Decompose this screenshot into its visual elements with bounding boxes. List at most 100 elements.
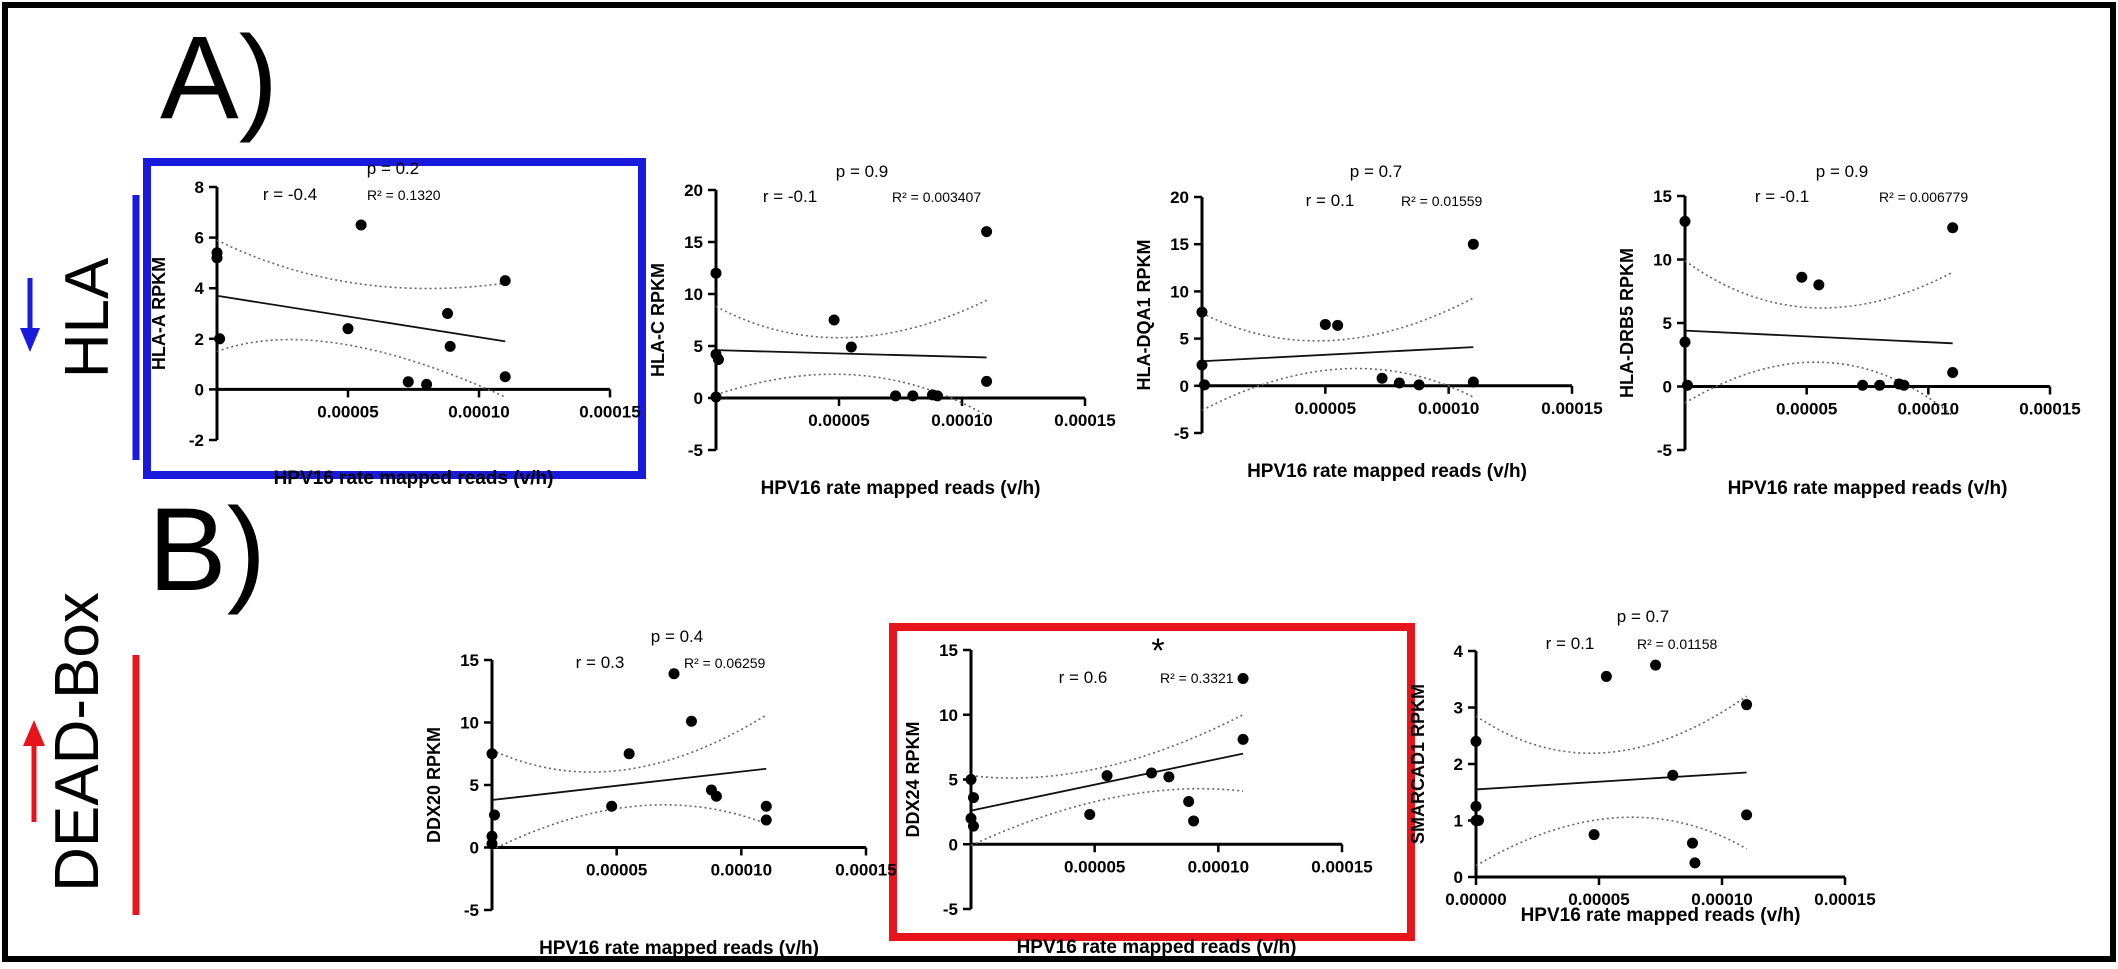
data-point: [1196, 359, 1208, 371]
data-point: [214, 333, 226, 345]
data-point: [1898, 379, 1910, 391]
data-point: [685, 715, 697, 727]
y-tick-label: 15: [684, 233, 703, 252]
data-point: [488, 809, 500, 821]
regression-line: [1201, 346, 1474, 363]
group-label-deadbox: DEAD-Box: [43, 592, 112, 892]
r-value-text: r = 0.6: [1059, 668, 1108, 687]
y-tick-label: 5: [694, 337, 703, 356]
data-point: [1188, 815, 1200, 827]
r-squared-text: R² = 0.01559: [1401, 193, 1483, 209]
y-tick-label: 2: [195, 330, 204, 349]
data-point: [623, 748, 635, 760]
data-point: [1947, 367, 1959, 379]
x-tick-label: 0.00010: [711, 861, 772, 880]
ci-upper-curve: [970, 714, 1244, 779]
data-point: [355, 219, 367, 231]
data-point: [1237, 672, 1249, 684]
x-tick-label: 0.00010: [931, 411, 992, 430]
arrow-up-icon: [23, 720, 45, 822]
y-tick-label: 10: [939, 706, 958, 725]
r-squared-text: R² = 0.06259: [684, 655, 766, 671]
data-point: [1600, 670, 1612, 682]
data-point: [1198, 379, 1210, 391]
ci-lower-curve: [1475, 816, 1747, 867]
data-point: [845, 341, 857, 353]
y-tick-label: 0: [949, 835, 958, 854]
y-tick-label: 1: [1454, 812, 1463, 831]
y-tick-label: 0: [195, 380, 204, 399]
data-point: [1467, 238, 1479, 250]
data-point: [1679, 336, 1691, 348]
x-axis-label: HPV16 rate mapped reads (v/h): [1017, 937, 1297, 958]
chart-smarcad1: 0 1 2 3 4 0.00000 0.00005 0.00010 0.00015 HPV16 r…: [1408, 607, 1876, 926]
data-point: [668, 668, 680, 680]
y-tick-label: 8: [195, 178, 204, 197]
chart-hla-drb5: -5 0 5 10 15 0.00005 0.00010 0.00015 HPV16 rate …: [1617, 162, 2081, 499]
p-value-text: p = 0.9: [836, 162, 888, 181]
x-tick-label: 0.00015: [835, 861, 896, 880]
x-tick-label: 0.00005: [1568, 890, 1629, 909]
r-squared-text: R² = 0.003407: [892, 189, 981, 205]
x-tick-label: 0.00010: [1691, 890, 1752, 909]
y-tick-label: -5: [464, 901, 479, 920]
y-tick-label: 0: [470, 839, 479, 858]
ci-upper-curve: [1201, 297, 1474, 342]
data-point: [1470, 800, 1482, 812]
data-point: [442, 308, 454, 319]
data-point: [1686, 837, 1698, 849]
y-tick-label: 20: [1170, 188, 1189, 207]
data-point: [1470, 735, 1482, 747]
x-tick-label: 0.00015: [1814, 890, 1875, 909]
y-tick-label: -5: [1657, 441, 1672, 460]
x-tick-label: 0.00010: [1898, 400, 1959, 419]
charts-layer: -2 0 2 4 6 8 0.00005 0.00010 0.00015 HPV16 rate m…: [149, 159, 2081, 959]
y-axis-label: HLA-A RPKM: [149, 257, 169, 370]
y-tick-label: 3: [1454, 699, 1463, 718]
r-squared-text: R² = 0.1320: [367, 187, 441, 203]
y-tick-label: 0: [1454, 868, 1463, 887]
y-tick-label: -2: [189, 431, 204, 450]
y-axis-label: HLA-DRB5 RPKM: [1617, 248, 1637, 398]
ci-upper-curve: [715, 299, 987, 339]
x-tick-label: 0.00010: [1188, 857, 1249, 876]
y-axis-label: HLA-DQA1 RPKM: [1134, 240, 1154, 391]
y-tick-label: 10: [684, 285, 703, 304]
data-point: [981, 375, 993, 387]
ci-upper-curve: [216, 239, 506, 290]
data-point: [606, 800, 618, 812]
data-point: [1332, 319, 1344, 331]
y-tick-label: 2: [1454, 755, 1463, 774]
r-squared-text: R² = 0.01158: [1637, 636, 1718, 652]
data-point: [1947, 222, 1959, 234]
regression-line: [491, 767, 767, 801]
p-value-text: p = 0.7: [1617, 607, 1669, 626]
data-point: [1146, 767, 1158, 779]
data-point: [1796, 271, 1808, 283]
y-tick-label: 10: [460, 714, 479, 733]
r-value-text: r = 0.1: [1546, 634, 1595, 653]
y-tick-label: 5: [470, 776, 479, 795]
data-point: [1689, 857, 1701, 869]
x-tick-label: 0.00005: [317, 402, 378, 421]
ci-lower-curve: [491, 804, 767, 851]
data-point: [421, 378, 433, 390]
y-tick-label: 15: [460, 651, 479, 670]
y-tick-label: 0: [1180, 377, 1189, 396]
data-point: [967, 820, 979, 832]
data-point: [1472, 815, 1484, 826]
data-point: [1413, 379, 1425, 391]
chart-hla-c: -5 0 5 10 15 20 0.00005 0.00010 0.00015 HPV16 rat…: [648, 162, 1116, 499]
x-tick-label: 0.00010: [1418, 399, 1479, 418]
ci-lower-curve: [216, 338, 506, 398]
data-point: [760, 814, 772, 826]
r-value-text: r = -0.1: [1755, 187, 1809, 206]
y-tick-label: 4: [195, 279, 205, 298]
p-value-text: p = 0.4: [651, 627, 703, 646]
r-value-text: r = 0.3: [576, 653, 625, 672]
data-point: [1588, 829, 1600, 841]
p-value-text: p = 0.2: [367, 159, 419, 178]
data-point: [1679, 215, 1691, 227]
data-point: [1874, 379, 1886, 391]
section-a-letter: A): [160, 12, 278, 144]
